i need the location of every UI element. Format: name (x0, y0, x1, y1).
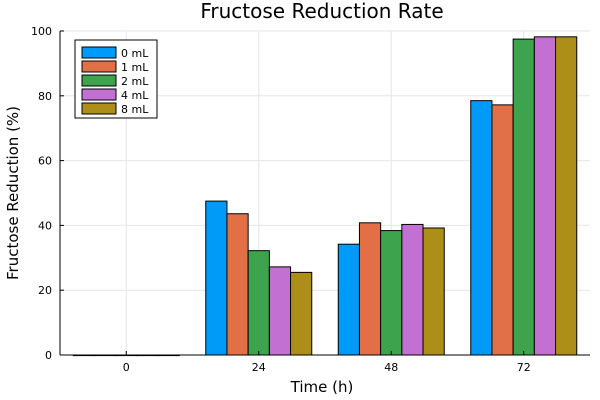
legend-label: 8 mL (121, 103, 149, 116)
bar (380, 230, 403, 356)
x-axis-label: Time (h) (290, 378, 354, 396)
bar (226, 213, 249, 356)
bar (401, 223, 424, 356)
y-axis-label: Fructose Reduction (%) (4, 106, 22, 280)
y-tick-label: 100 (31, 25, 52, 38)
legend-swatch (81, 88, 117, 101)
legend-swatch (81, 102, 117, 115)
legend-swatch (81, 46, 117, 59)
chart-title: Fructose Reduction Rate (200, 0, 443, 23)
bar (205, 200, 228, 356)
y-tick-label: 20 (38, 284, 52, 297)
bar (358, 222, 382, 356)
y-tick-label: 80 (38, 90, 52, 103)
y-tick-label: 40 (38, 219, 52, 232)
axes: 0 20 40 60 80 100 0 24 48 72 (31, 25, 590, 374)
legend: 0 mL1 mL2 mL4 mL8 mL (74, 39, 158, 119)
x-tick-label: 72 (517, 361, 531, 374)
bar (470, 100, 493, 356)
legend-swatch (81, 60, 117, 73)
bar (268, 266, 292, 356)
legend-label: 4 mL (121, 89, 149, 102)
x-tick-label: 24 (252, 361, 266, 374)
bar (247, 250, 270, 356)
bar (555, 36, 578, 356)
legend-label: 2 mL (121, 75, 149, 88)
legend-swatch (81, 74, 117, 87)
bars (72, 36, 578, 357)
x-tick-label: 0 (123, 361, 130, 374)
bar (533, 36, 557, 356)
legend-label: 1 mL (121, 61, 149, 74)
bar (422, 227, 445, 356)
x-tick-label: 48 (384, 361, 398, 374)
legend-label: 0 mL (121, 47, 149, 60)
y-tick-label: 60 (38, 155, 52, 168)
bar (337, 243, 360, 356)
bar (491, 104, 514, 356)
y-tick-label: 0 (45, 349, 52, 362)
bar (290, 271, 313, 356)
bar (512, 38, 535, 356)
